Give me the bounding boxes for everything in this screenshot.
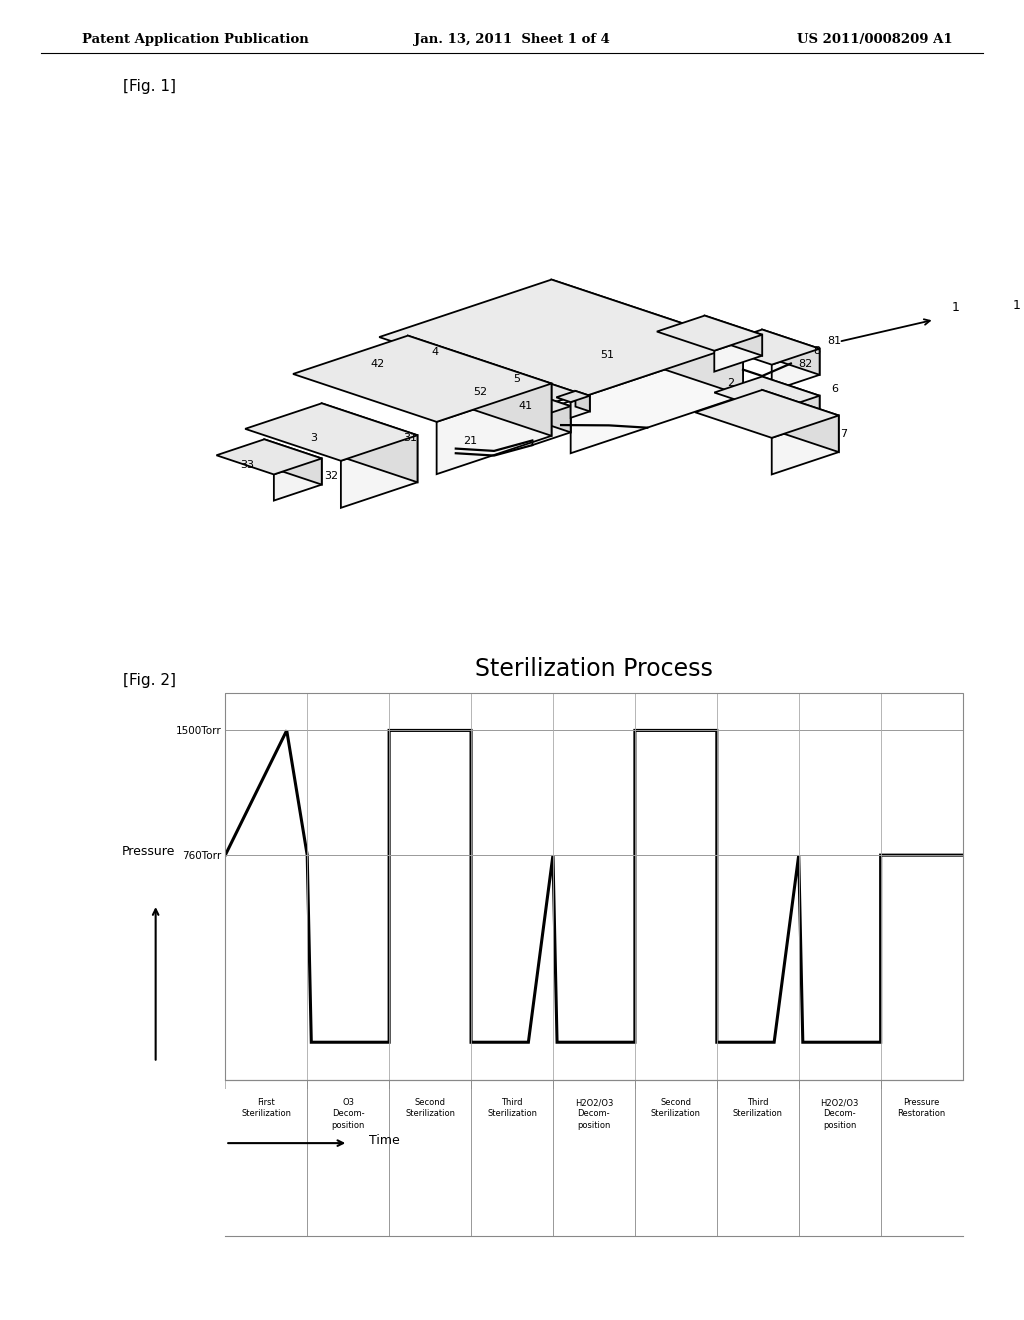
Text: Second
Sterilization: Second Sterilization <box>651 1098 700 1118</box>
Text: 21: 21 <box>463 436 477 446</box>
Text: US 2011/0008209 A1: US 2011/0008209 A1 <box>797 33 952 46</box>
Polygon shape <box>715 376 819 412</box>
Polygon shape <box>436 346 581 397</box>
Polygon shape <box>322 404 418 482</box>
Polygon shape <box>273 458 322 500</box>
Polygon shape <box>389 346 581 409</box>
Text: 1: 1 <box>1013 300 1020 313</box>
Polygon shape <box>542 396 570 433</box>
Text: H2O2/O3
Decom-
position: H2O2/O3 Decom- position <box>820 1098 859 1130</box>
Text: 51: 51 <box>600 350 614 360</box>
Text: O3
Decom-
position: O3 Decom- position <box>332 1098 365 1130</box>
Polygon shape <box>293 335 552 422</box>
Text: 31: 31 <box>403 433 418 442</box>
Text: 33: 33 <box>240 459 254 470</box>
Polygon shape <box>656 315 762 351</box>
Title: Sterilization Process: Sterilization Process <box>475 657 713 681</box>
Text: 4: 4 <box>431 347 438 358</box>
Text: First
Sterilization: First Sterilization <box>242 1098 291 1118</box>
Polygon shape <box>532 407 570 445</box>
Text: Patent Application Publication: Patent Application Publication <box>82 33 308 46</box>
Text: H2O2/O3
Decom-
position: H2O2/O3 Decom- position <box>574 1098 613 1130</box>
Text: 6: 6 <box>830 384 838 395</box>
Text: Second
Sterilization: Second Sterilization <box>406 1098 455 1118</box>
Text: Pressure
Restoration: Pressure Restoration <box>897 1098 946 1118</box>
Text: 2: 2 <box>727 378 734 388</box>
Text: Pressure: Pressure <box>122 845 175 858</box>
Text: 42: 42 <box>371 359 385 370</box>
Polygon shape <box>715 330 819 364</box>
Polygon shape <box>264 440 322 484</box>
Polygon shape <box>695 389 839 438</box>
Polygon shape <box>762 389 839 451</box>
Text: 82: 82 <box>799 359 813 370</box>
Polygon shape <box>575 391 590 412</box>
Text: 7: 7 <box>841 429 848 440</box>
Polygon shape <box>341 436 418 508</box>
Polygon shape <box>532 393 581 413</box>
Polygon shape <box>762 376 819 417</box>
Text: Time: Time <box>369 1134 399 1147</box>
Polygon shape <box>762 330 819 375</box>
Polygon shape <box>216 440 322 474</box>
Polygon shape <box>556 391 590 403</box>
Polygon shape <box>379 280 743 401</box>
Text: Third
Sterilization: Third Sterilization <box>487 1098 537 1118</box>
Polygon shape <box>570 396 590 418</box>
Text: Jan. 13, 2011  Sheet 1 of 4: Jan. 13, 2011 Sheet 1 of 4 <box>414 33 610 46</box>
Text: [Fig. 1]: [Fig. 1] <box>123 79 176 94</box>
Text: 5: 5 <box>513 375 520 384</box>
Text: 1: 1 <box>952 301 959 314</box>
Text: [Fig. 2]: [Fig. 2] <box>123 673 176 688</box>
Text: 8: 8 <box>813 346 820 356</box>
Polygon shape <box>504 396 570 418</box>
Polygon shape <box>705 315 762 355</box>
Text: 32: 32 <box>325 471 338 480</box>
Text: 52: 52 <box>473 387 487 397</box>
Text: 81: 81 <box>827 337 842 346</box>
Polygon shape <box>772 416 839 474</box>
Polygon shape <box>408 335 552 436</box>
Polygon shape <box>715 335 762 372</box>
Polygon shape <box>570 343 743 453</box>
Text: 3: 3 <box>310 433 317 444</box>
Text: Third
Sterilization: Third Sterilization <box>733 1098 782 1118</box>
Polygon shape <box>772 396 819 433</box>
Polygon shape <box>772 348 819 391</box>
Polygon shape <box>436 384 552 474</box>
Polygon shape <box>245 404 418 461</box>
Text: 41: 41 <box>518 401 532 412</box>
Polygon shape <box>552 280 743 396</box>
